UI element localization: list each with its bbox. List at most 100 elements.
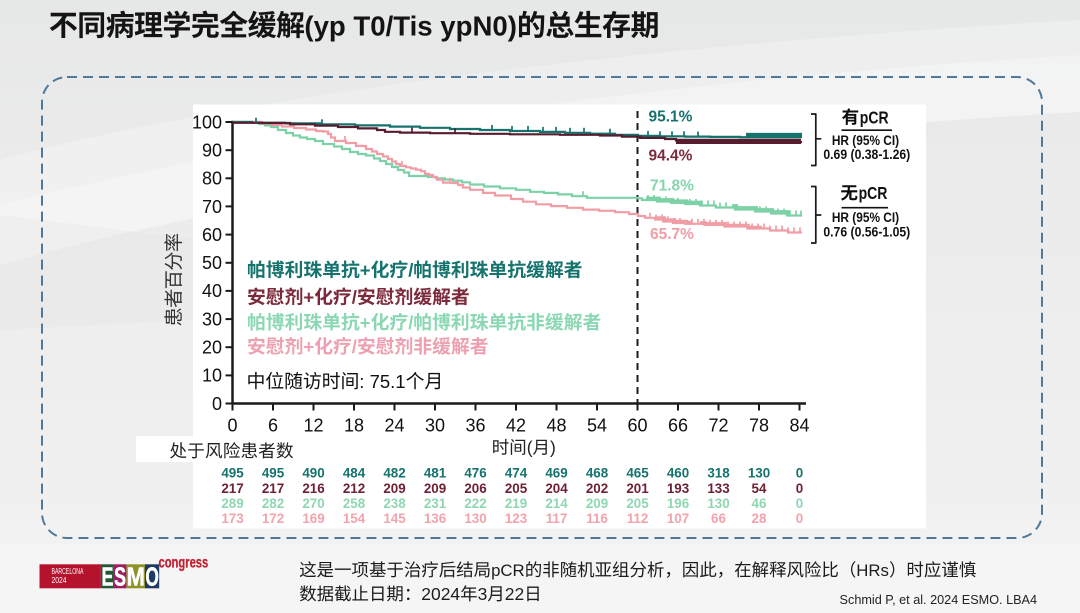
svg-text:66: 66 [668,416,688,436]
svg-text:100: 100 [192,112,222,132]
svg-text:3: 3 [478,584,488,604]
svg-text:S: S [114,562,126,591]
svg-text:80: 80 [202,169,222,189]
svg-text:123: 123 [505,511,527,526]
svg-text:318: 318 [707,466,730,481]
svg-text:24: 24 [384,416,404,436]
svg-text:E: E [101,562,113,591]
svg-text:36: 36 [465,416,485,436]
svg-text:): ) [550,438,556,458]
svg-text:94.4%: 94.4% [649,147,693,164]
svg-text:130: 130 [748,466,770,481]
svg-text:172: 172 [262,511,284,526]
svg-text:216: 216 [302,481,324,496]
svg-text:173: 173 [221,511,243,526]
svg-text:/: / [408,312,413,333]
svg-text:133: 133 [707,481,729,496]
svg-text:(yp T0/Tis ypN0): (yp T0/Tis ypN0) [304,11,517,42]
svg-text:48: 48 [546,416,566,436]
svg-text:460: 460 [667,466,689,481]
svg-text:107: 107 [667,511,689,526]
svg-text:231: 231 [424,496,447,511]
svg-text:270: 270 [302,496,324,511]
svg-text:BARCELONA: BARCELONA [52,566,84,576]
svg-text:495: 495 [221,466,244,481]
svg-text:201: 201 [626,481,649,496]
svg-text:Schmid P, et al. 2024 ESMO. LB: Schmid P, et al. 2024 ESMO. LBA4 [840,592,1038,607]
svg-text:pCR: pCR [859,183,888,203]
svg-text:482: 482 [383,466,405,481]
svg-text:28: 28 [752,511,767,526]
svg-text:209: 209 [383,481,405,496]
svg-text:+: + [360,260,371,281]
svg-text:465: 465 [626,466,649,481]
svg-text:/: / [408,260,413,281]
svg-text:18: 18 [344,416,364,436]
svg-text:10: 10 [202,366,222,386]
svg-text:469: 469 [545,466,567,481]
svg-text:258: 258 [343,496,366,511]
svg-text:136: 136 [424,511,446,526]
svg-text:30: 30 [425,416,445,436]
svg-text:474: 474 [505,466,528,481]
svg-text:71.8%: 71.8% [650,177,694,194]
svg-text:130: 130 [707,496,729,511]
svg-text:40: 40 [202,281,222,301]
svg-text:205: 205 [626,496,649,511]
svg-text:495: 495 [262,466,285,481]
svg-text:0: 0 [796,481,803,496]
svg-text:60: 60 [202,225,222,245]
svg-text:66: 66 [711,511,726,526]
svg-text:20: 20 [202,338,222,358]
svg-text:0: 0 [796,496,803,511]
svg-text:0: 0 [796,466,803,481]
svg-text:54: 54 [752,481,767,496]
svg-text:6: 6 [268,416,278,436]
svg-text:282: 282 [262,496,284,511]
svg-text:60: 60 [627,416,647,436]
svg-text:0.69 (0.38-1.26): 0.69 (0.38-1.26) [823,147,910,163]
svg-text:206: 206 [464,481,486,496]
svg-text:12: 12 [303,416,323,436]
svg-text:219: 219 [505,496,527,511]
svg-text:289: 289 [221,496,243,511]
svg-text:476: 476 [464,466,486,481]
svg-text:214: 214 [545,496,568,511]
svg-text:169: 169 [302,511,324,526]
svg-text:42: 42 [506,416,526,436]
svg-text:212: 212 [343,481,365,496]
svg-text:84: 84 [789,416,809,436]
svg-text:pCR: pCR [860,107,889,127]
svg-text:468: 468 [586,466,609,481]
svg-text:+: + [360,312,371,333]
svg-text:46: 46 [752,496,767,511]
svg-text:(: ( [527,438,533,458]
svg-text:116: 116 [586,511,608,526]
svg-text:112: 112 [627,511,649,526]
svg-text:22: 22 [505,584,524,604]
svg-text:/: / [352,287,357,308]
svg-text:70: 70 [202,197,222,217]
svg-text:50: 50 [202,253,222,273]
svg-text:209: 209 [586,496,608,511]
svg-text:0: 0 [212,394,222,414]
svg-text:65.7%: 65.7% [650,226,694,243]
svg-text:HRs: HRs [856,561,889,580]
svg-text:154: 154 [343,511,366,526]
svg-text:193: 193 [667,481,689,496]
svg-text:0: 0 [227,416,237,436]
svg-text:217: 217 [262,481,284,496]
svg-text:130: 130 [464,511,486,526]
svg-text:: 75.1: : 75.1 [359,371,405,392]
svg-text:196: 196 [667,496,689,511]
svg-text:2024: 2024 [421,584,460,604]
svg-text:204: 204 [545,481,568,496]
svg-text:95.1%: 95.1% [649,109,693,126]
svg-text:205: 205 [505,481,528,496]
svg-text:O: O [145,562,159,591]
svg-text:222: 222 [464,496,486,511]
svg-text:490: 490 [302,466,324,481]
svg-text:72: 72 [708,416,728,436]
svg-text:0.76 (0.56-1.05): 0.76 (0.56-1.05) [823,224,910,240]
svg-text:217: 217 [221,481,243,496]
